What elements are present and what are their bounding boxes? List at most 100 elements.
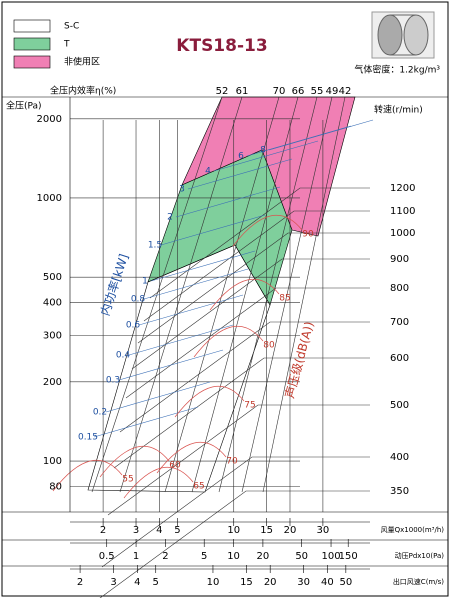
y-tick-label: 80 <box>49 482 62 493</box>
speed-line <box>125 287 370 399</box>
power-line <box>160 214 266 246</box>
sc-region <box>87 244 271 493</box>
speed-label: 700 <box>390 317 409 328</box>
legend-label: 非使用区 <box>64 56 100 68</box>
x-tick-label: 30 <box>297 577 310 588</box>
power-line <box>150 250 256 282</box>
x-tick-label: 4 <box>156 525 162 536</box>
x-tick-label: 10 <box>207 577 220 588</box>
noise-curve <box>156 441 227 474</box>
x-tick-label: 3 <box>133 525 139 536</box>
power-label: 1 <box>142 277 148 287</box>
speed-label: 1100 <box>390 206 415 217</box>
speed-line <box>149 187 370 299</box>
power-label: 0.4 <box>116 351 131 361</box>
x-tick-label: 10 <box>227 551 240 562</box>
noise-label: 80 <box>263 341 275 351</box>
efficiency-line <box>91 96 223 493</box>
y-label: 全压(Pa) <box>6 100 42 112</box>
x-tick-label: 5 <box>201 551 207 562</box>
efficiency-tick-label: 66 <box>292 86 305 97</box>
x-tick-label: 20 <box>257 551 270 562</box>
noise-label: 85 <box>279 294 290 304</box>
efficiency-line <box>262 96 346 493</box>
legend-label: T <box>63 40 70 50</box>
x-tick-label: 10 <box>227 525 240 536</box>
x-tick-label: 20 <box>264 577 277 588</box>
power-label: 0.3 <box>106 376 120 386</box>
x-tick-label: 5 <box>174 525 180 536</box>
noise-label: 55 <box>122 475 133 485</box>
legend-swatch <box>13 19 51 33</box>
power-label: 0.6 <box>126 321 141 331</box>
efficiency-tick-label: 49 <box>326 86 339 97</box>
x-tick-label: 0.5 <box>99 551 115 562</box>
power-label: 6 <box>238 152 244 162</box>
efficiency-line <box>119 96 243 493</box>
speed-label: 1000 <box>390 228 415 239</box>
speed-line <box>107 404 370 516</box>
power-label: 4 <box>205 167 211 177</box>
noise-curve <box>193 325 264 358</box>
power-line <box>105 381 211 413</box>
legend-swatch <box>13 37 51 51</box>
power-line <box>175 186 281 218</box>
y-tick-label: 300 <box>43 331 62 342</box>
speed-line <box>131 258 370 370</box>
noise-label: 声压级(dB(A)) <box>283 320 317 400</box>
speed-label: 400 <box>390 452 409 463</box>
power-line <box>268 119 374 151</box>
x-tick-label: 50 <box>295 551 308 562</box>
power-label: 0.2 <box>93 408 107 418</box>
noise-label: 60 <box>169 461 181 471</box>
power-label: 8 <box>260 146 266 156</box>
legend-label: S-C <box>64 22 79 32</box>
power-line <box>143 268 249 300</box>
speed-label: 350 <box>390 486 409 497</box>
x-tick-label: 40 <box>321 577 334 588</box>
noise-curve <box>209 278 280 311</box>
speed-label: 500 <box>390 400 409 411</box>
x-tick-label: 30 <box>317 525 330 536</box>
power-label: 3 <box>179 185 185 195</box>
speed-label: 转速(r/min) <box>374 104 423 116</box>
fan-icon <box>371 11 435 59</box>
t-region <box>147 149 293 306</box>
efficiency-line <box>191 96 299 493</box>
power-label: 1.5 <box>148 241 162 251</box>
noise-curve <box>174 385 245 418</box>
power-line <box>213 140 319 172</box>
title: KTS18-13 <box>176 36 267 56</box>
x-tick-label: 3 <box>110 577 116 588</box>
density: 气体密度：1.2kg/m³ <box>354 64 440 76</box>
y-tick-label: 500 <box>43 272 62 283</box>
speed-line <box>101 456 370 568</box>
x-tick-label: 2 <box>162 551 168 562</box>
power-line <box>246 125 352 157</box>
power-line <box>187 158 293 190</box>
y-tick-label: 200 <box>43 377 62 388</box>
efficiency-tick-label: 70 <box>273 86 286 97</box>
speed-line <box>95 490 370 602</box>
noise-curve <box>232 214 303 247</box>
speed-label: 600 <box>390 353 409 364</box>
efficiency-line <box>164 96 280 493</box>
x-tick-label: 2 <box>100 525 106 536</box>
noise-curve <box>52 459 123 492</box>
x-axis-label: 动压Pdx10(Pa) <box>395 551 445 560</box>
speed-line <box>137 232 370 344</box>
efficiency-tick-label: 55 <box>311 86 324 97</box>
speed-label: 800 <box>390 283 409 294</box>
speed-line <box>113 357 370 469</box>
y-tick-label: 1000 <box>37 193 62 204</box>
efficiency-tick-label: 52 <box>216 86 229 97</box>
speed-label: 1200 <box>390 183 415 194</box>
x-tick-label: 2 <box>77 577 83 588</box>
x-tick-label: 5 <box>153 577 159 588</box>
x-tick-label: 100 <box>321 551 340 562</box>
noise-curve <box>123 466 194 499</box>
speed-label: 900 <box>390 254 409 265</box>
y-tick-label: 100 <box>43 456 62 467</box>
